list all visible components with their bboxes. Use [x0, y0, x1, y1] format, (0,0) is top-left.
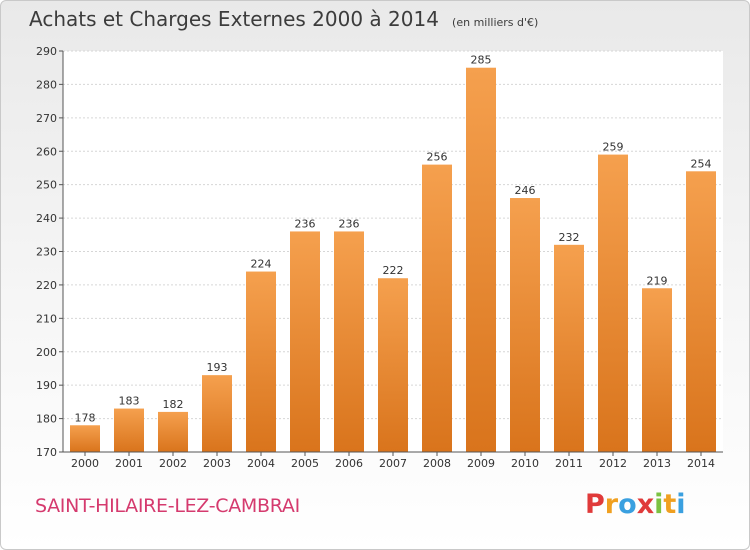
logo-letter: i	[654, 489, 664, 520]
y-tick-label: 270	[36, 112, 57, 125]
x-tick-label-2014: 2014	[687, 457, 715, 470]
bar-2001	[114, 408, 144, 452]
logo-letter: i	[676, 489, 686, 520]
bar-2003	[202, 375, 232, 452]
value-label-2008: 256	[427, 151, 448, 164]
value-label-2002: 182	[163, 398, 184, 411]
y-tick-label: 230	[36, 246, 57, 259]
bar-2005	[290, 231, 320, 452]
logo-letter: t	[663, 489, 677, 520]
bar-2010	[510, 198, 540, 452]
y-tick-label: 190	[36, 379, 57, 392]
bar-2004	[246, 271, 276, 452]
logo-letter: P	[585, 489, 605, 520]
bar-2007	[378, 278, 408, 452]
y-tick-label: 220	[36, 279, 57, 292]
x-tick-label-2006: 2006	[335, 457, 363, 470]
bar-2013	[642, 288, 672, 452]
logo-letter: x	[636, 489, 655, 520]
bars-group: 178 183 182 193 224 236 236 222 256 285 246 232 259 2…	[70, 54, 716, 453]
value-label-2011: 232	[559, 231, 580, 244]
value-label-2009: 285	[471, 54, 492, 67]
title-area: Achats et Charges Externes 2000 à 2014 (…	[29, 7, 538, 31]
axes-group: 170 180 190 200 210 220 230 240 250 260 270 280 290 2…	[36, 45, 723, 470]
value-label-2007: 222	[383, 264, 404, 277]
bar-2014	[686, 171, 716, 453]
y-tick-label: 280	[36, 78, 57, 91]
bar-2008	[422, 164, 452, 452]
x-tick-label-2008: 2008	[423, 457, 451, 470]
chart-subtitle: (en milliers d'€)	[452, 16, 539, 29]
chart-title: Achats et Charges Externes 2000 à 2014	[29, 7, 439, 31]
logo-letter: r	[604, 489, 619, 520]
y-tick-label: 200	[36, 346, 57, 359]
x-tick-label-2009: 2009	[467, 457, 495, 470]
x-tick-label-2010: 2010	[511, 457, 539, 470]
value-label-2001: 183	[119, 395, 140, 408]
value-label-2000: 178	[75, 411, 96, 424]
bar-2006	[334, 231, 364, 452]
x-tick-label-2001: 2001	[115, 457, 143, 470]
y-tick-label: 260	[36, 145, 57, 158]
bar-2011	[554, 244, 584, 452]
x-tick-label-2012: 2012	[599, 457, 627, 470]
value-label-2005: 236	[295, 217, 316, 230]
value-label-2013: 219	[647, 274, 668, 287]
proxiti-logo: Proxiti	[585, 489, 686, 520]
place-name: SAINT-HILAIRE-LEZ-CAMBRAI	[35, 495, 300, 517]
y-tick-label: 180	[36, 413, 57, 426]
y-tick-label: 170	[36, 446, 57, 459]
logo-letter: o	[618, 489, 637, 520]
x-tick-label-2002: 2002	[159, 457, 187, 470]
y-tick-label: 240	[36, 212, 57, 225]
value-label-2006: 236	[339, 217, 360, 230]
value-label-2012: 259	[603, 141, 624, 154]
x-tick-label-2005: 2005	[291, 457, 319, 470]
value-label-2010: 246	[515, 184, 536, 197]
bar-2012	[598, 154, 628, 452]
x-tick-label-2004: 2004	[247, 457, 275, 470]
bar-2000	[70, 425, 100, 452]
value-label-2014: 254	[691, 157, 712, 170]
x-tick-label-2003: 2003	[203, 457, 231, 470]
value-label-2003: 193	[207, 361, 228, 374]
x-tick-label-2000: 2000	[71, 457, 99, 470]
x-tick-label-2011: 2011	[555, 457, 583, 470]
value-label-2004: 224	[251, 258, 272, 271]
y-tick-label: 250	[36, 179, 57, 192]
x-tick-label-2013: 2013	[643, 457, 671, 470]
bar-2002	[158, 411, 188, 452]
y-tick-label: 210	[36, 312, 57, 325]
bar-2009	[466, 67, 496, 452]
y-tick-label: 290	[36, 45, 57, 58]
x-tick-label-2007: 2007	[379, 457, 407, 470]
